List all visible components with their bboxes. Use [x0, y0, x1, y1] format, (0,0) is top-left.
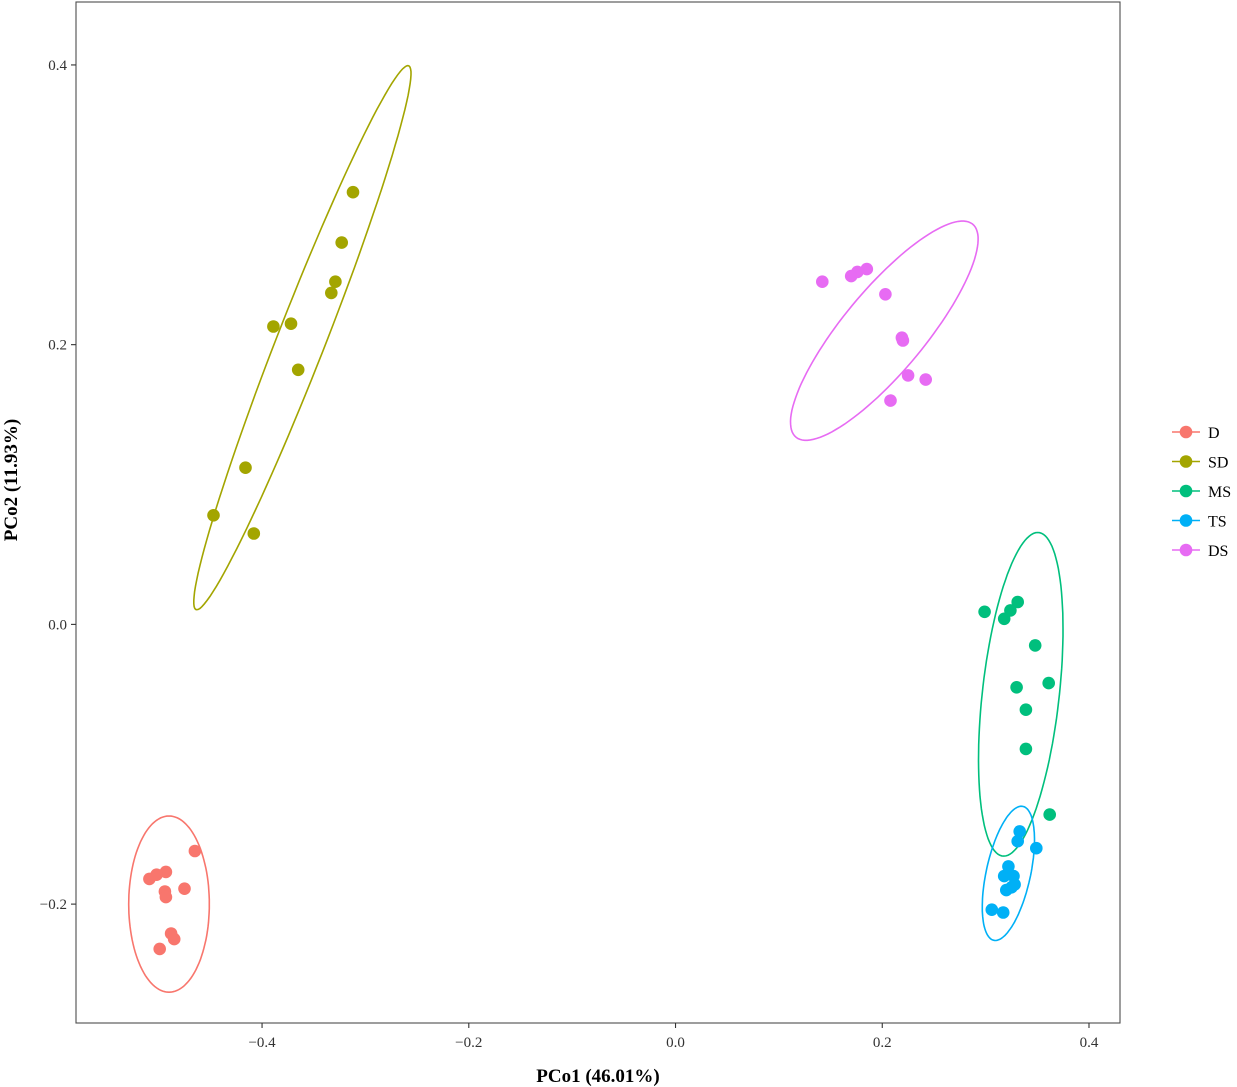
point-ts-9 [985, 903, 999, 916]
point-ds-2 [844, 269, 858, 283]
y-tick-label-0: −0.2 [40, 897, 67, 913]
legend-label-ds: DS [1208, 543, 1228, 560]
point-ds-3 [816, 275, 829, 289]
legend-label-sd: SD [1208, 455, 1228, 472]
data-points [143, 185, 1056, 956]
point-sd-7 [239, 461, 252, 475]
point-d-4 [178, 882, 191, 895]
point-ms-5 [1042, 676, 1055, 690]
x-tick-label-1: −0.2 [455, 1035, 482, 1051]
point-ts-2 [1030, 841, 1043, 855]
y-axis-title: PCo2 (11.93%) [1, 419, 22, 541]
point-sd-1 [335, 236, 349, 249]
x-tick-label-0: −0.4 [248, 1035, 276, 1051]
point-d-9 [153, 942, 166, 956]
point-d-6 [159, 890, 173, 904]
ellipse-ms [977, 531, 1064, 857]
y-tick-label-2: 0.2 [48, 338, 67, 354]
x-tick-label-2: 0.0 [666, 1035, 685, 1051]
point-ts-0 [1013, 825, 1026, 838]
ellipse-d [127, 815, 211, 994]
point-ds-7 [919, 373, 932, 386]
point-sd-9 [247, 527, 261, 540]
point-sd-5 [267, 320, 280, 333]
panel-border [75, 1, 1121, 1024]
legend-label-ts: TS [1208, 514, 1227, 531]
y-axis: −0.2 0.0 0.2 0.4 [40, 58, 76, 913]
point-ts-4 [997, 869, 1011, 883]
y-tick-label-3: 0.4 [48, 58, 67, 74]
point-ts-10 [996, 906, 1010, 919]
point-d-8 [167, 932, 181, 946]
legend-marker-sd [1179, 455, 1193, 468]
point-sd-8 [207, 509, 220, 522]
point-ds-6 [896, 334, 910, 347]
ellipse-ds [789, 220, 979, 442]
point-ms-3 [997, 612, 1011, 626]
ellipse-sd [193, 64, 412, 611]
legend-marker-d [1179, 425, 1193, 439]
point-ms-8 [1019, 742, 1033, 756]
legend-label-d: D [1208, 425, 1220, 442]
legend-marker-ts [1179, 514, 1193, 527]
point-sd-4 [284, 317, 298, 331]
x-axis-title: PCo1 (46.01%) [536, 1066, 659, 1087]
point-ts-3 [1002, 860, 1015, 873]
point-ds-9 [884, 394, 897, 407]
y-tick-label-1: 0.0 [48, 617, 67, 633]
point-d-3 [143, 872, 156, 886]
point-d-0 [188, 844, 202, 858]
x-tick-label-3: 0.2 [873, 1035, 892, 1051]
point-ts-1 [1011, 834, 1024, 848]
legend-marker-ds [1179, 543, 1193, 557]
point-ms-9 [1043, 808, 1056, 821]
x-tick-label-4: 0.4 [1080, 1035, 1099, 1051]
legend-label-ms: MS [1208, 484, 1231, 501]
point-sd-2 [329, 275, 342, 289]
x-axis: −0.4 −0.2 0.0 0.2 0.4 [248, 1023, 1099, 1051]
point-sd-0 [346, 185, 360, 199]
point-ms-4 [1028, 639, 1042, 652]
confidence-ellipses [127, 64, 1064, 994]
point-ds-4 [879, 288, 892, 301]
ellipse-ts [981, 805, 1036, 942]
point-sd-3 [325, 286, 338, 300]
legend-marker-ms [1179, 484, 1193, 498]
point-ms-2 [978, 605, 991, 619]
point-ms-6 [1010, 681, 1023, 694]
point-ms-0 [1011, 595, 1024, 609]
point-ms-7 [1019, 703, 1033, 716]
point-sd-6 [291, 363, 305, 377]
point-ts-8 [1000, 883, 1013, 897]
point-ds-8 [901, 369, 915, 382]
legend: D SD MS TS DS [1172, 425, 1231, 560]
